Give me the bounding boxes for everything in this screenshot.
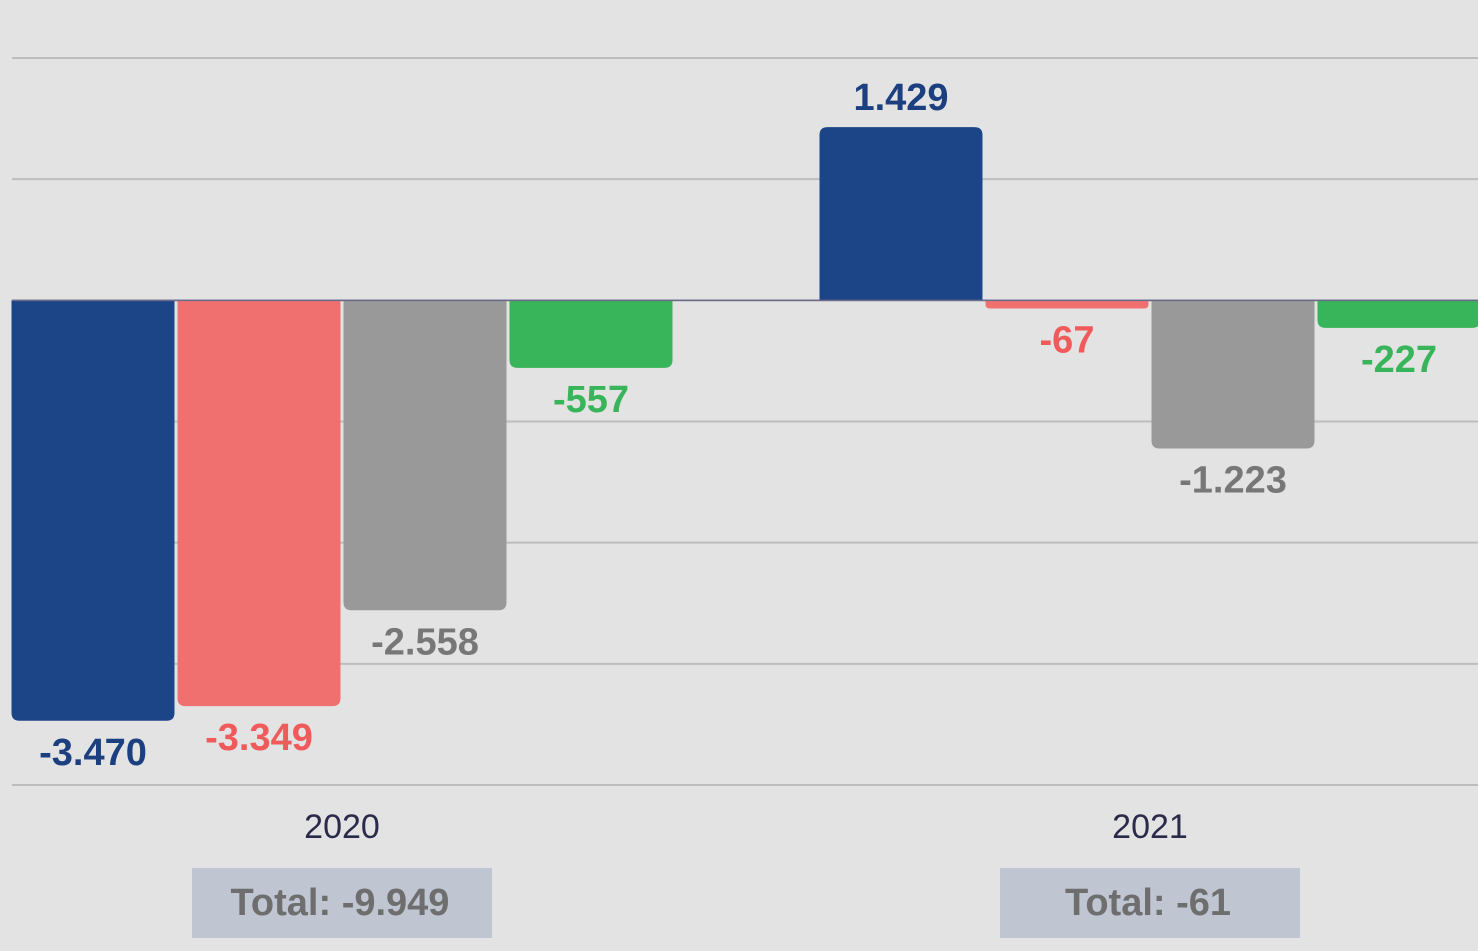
bar <box>819 127 983 301</box>
bar <box>1317 300 1478 328</box>
total-box <box>1000 868 1300 938</box>
x-tick-label: 2020 <box>304 808 380 846</box>
data-label: 1.429 <box>853 77 948 119</box>
data-label: -3.470 <box>39 732 147 774</box>
x-tick-label: 2021 <box>1112 808 1188 846</box>
bar <box>509 300 673 368</box>
bar <box>11 300 175 721</box>
total-box <box>192 868 492 938</box>
total-label: Total: -9.949 <box>231 882 450 924</box>
data-label: -227 <box>1361 339 1437 381</box>
data-label: -3.349 <box>205 717 313 759</box>
data-label: -2.558 <box>371 621 479 663</box>
bar <box>343 300 507 611</box>
data-label: -67 <box>1040 319 1095 361</box>
bar <box>177 300 341 707</box>
bar <box>985 300 1149 309</box>
data-label: -1.223 <box>1179 460 1287 502</box>
total-label: Total: -61 <box>1065 882 1231 924</box>
data-label: -557 <box>553 379 629 421</box>
bar <box>1151 300 1315 449</box>
